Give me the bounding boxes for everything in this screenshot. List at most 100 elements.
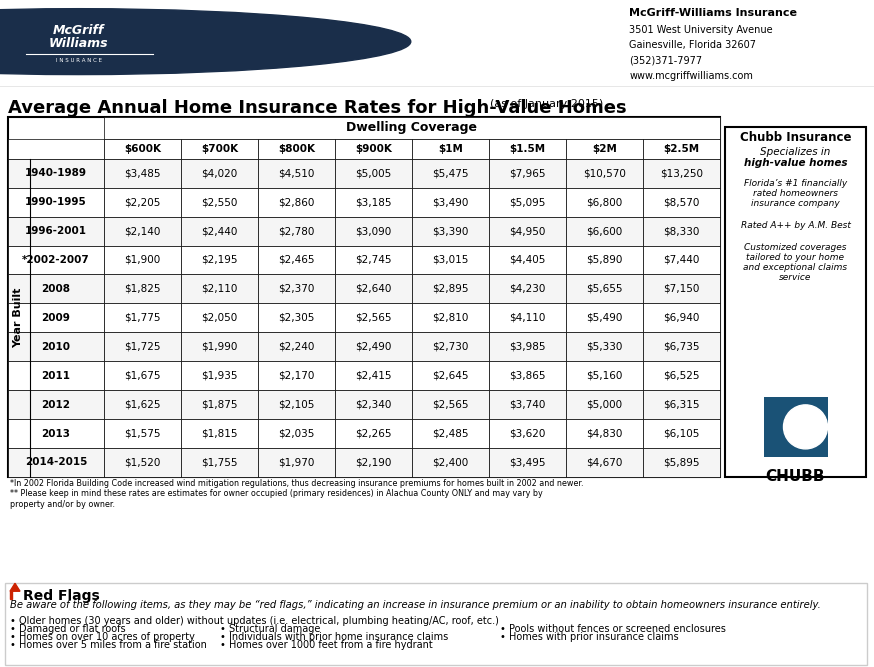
- Text: $4,510: $4,510: [278, 168, 315, 178]
- FancyBboxPatch shape: [643, 448, 720, 477]
- Text: $2,485: $2,485: [433, 428, 468, 438]
- FancyBboxPatch shape: [104, 274, 181, 303]
- FancyBboxPatch shape: [181, 274, 258, 303]
- FancyBboxPatch shape: [258, 217, 335, 245]
- Text: Red Flags: Red Flags: [23, 589, 100, 603]
- FancyBboxPatch shape: [489, 390, 566, 419]
- Text: $2,340: $2,340: [356, 400, 392, 410]
- Text: $6,525: $6,525: [663, 371, 700, 381]
- Text: Williams: Williams: [49, 37, 108, 50]
- Text: $2,110: $2,110: [201, 284, 238, 294]
- Text: Specializes in: Specializes in: [760, 147, 830, 157]
- Text: $7,965: $7,965: [510, 168, 545, 178]
- FancyBboxPatch shape: [181, 303, 258, 332]
- FancyBboxPatch shape: [566, 448, 643, 477]
- Text: $2,305: $2,305: [278, 313, 315, 323]
- FancyBboxPatch shape: [104, 362, 181, 390]
- FancyBboxPatch shape: [335, 448, 412, 477]
- Text: $1,900: $1,900: [124, 255, 161, 265]
- Text: $5,655: $5,655: [586, 284, 623, 294]
- Text: 2013: 2013: [41, 428, 71, 438]
- Text: • Individuals with prior home insurance claims: • Individuals with prior home insurance …: [220, 632, 448, 642]
- FancyBboxPatch shape: [566, 217, 643, 245]
- Text: $13,250: $13,250: [660, 168, 703, 178]
- FancyBboxPatch shape: [8, 245, 104, 274]
- FancyBboxPatch shape: [8, 159, 104, 187]
- Text: $5,490: $5,490: [586, 313, 622, 323]
- Text: Gainesville, Florida 32607: Gainesville, Florida 32607: [629, 40, 756, 50]
- Text: $5,890: $5,890: [586, 255, 622, 265]
- FancyBboxPatch shape: [258, 139, 335, 159]
- Text: $2,780: $2,780: [278, 226, 315, 236]
- FancyBboxPatch shape: [181, 245, 258, 274]
- Text: $2,465: $2,465: [278, 255, 315, 265]
- FancyBboxPatch shape: [8, 303, 104, 332]
- Text: • Homes on over 10 acres of property: • Homes on over 10 acres of property: [10, 632, 195, 642]
- Text: $2,240: $2,240: [278, 342, 315, 352]
- FancyBboxPatch shape: [412, 245, 489, 274]
- FancyBboxPatch shape: [643, 419, 720, 448]
- Text: $6,315: $6,315: [663, 400, 700, 410]
- Text: • Damaged or flat roofs: • Damaged or flat roofs: [10, 624, 126, 634]
- FancyBboxPatch shape: [566, 303, 643, 332]
- FancyBboxPatch shape: [566, 187, 643, 217]
- FancyBboxPatch shape: [335, 245, 412, 274]
- Text: 2010: 2010: [41, 342, 71, 352]
- Text: $2,415: $2,415: [355, 371, 392, 381]
- Polygon shape: [10, 583, 20, 591]
- Text: $3,865: $3,865: [510, 371, 545, 381]
- FancyBboxPatch shape: [8, 362, 104, 390]
- Text: $1,990: $1,990: [201, 342, 238, 352]
- Text: 2008: 2008: [41, 284, 71, 294]
- FancyBboxPatch shape: [335, 303, 412, 332]
- FancyBboxPatch shape: [489, 303, 566, 332]
- FancyBboxPatch shape: [181, 217, 258, 245]
- FancyBboxPatch shape: [725, 127, 866, 477]
- Text: McGriff-Williams Insurance: McGriff-Williams Insurance: [629, 8, 797, 18]
- FancyBboxPatch shape: [258, 159, 335, 187]
- FancyBboxPatch shape: [643, 245, 720, 274]
- Text: • Older homes (30 years and older) without updates (i.e. electrical, plumbing he: • Older homes (30 years and older) witho…: [10, 616, 499, 626]
- Text: $2,440: $2,440: [201, 226, 238, 236]
- Text: $2,190: $2,190: [356, 458, 392, 468]
- Text: $6,800: $6,800: [586, 197, 622, 207]
- FancyBboxPatch shape: [566, 362, 643, 390]
- Text: high-value homes: high-value homes: [744, 158, 847, 167]
- FancyBboxPatch shape: [181, 362, 258, 390]
- FancyBboxPatch shape: [104, 390, 181, 419]
- Text: $2,860: $2,860: [278, 197, 315, 207]
- Text: $2,170: $2,170: [278, 371, 315, 381]
- Text: $2,370: $2,370: [278, 284, 315, 294]
- FancyBboxPatch shape: [104, 245, 181, 274]
- FancyBboxPatch shape: [181, 390, 258, 419]
- FancyBboxPatch shape: [8, 419, 104, 448]
- Text: $5,160: $5,160: [586, 371, 622, 381]
- FancyBboxPatch shape: [181, 419, 258, 448]
- Text: $4,670: $4,670: [586, 458, 622, 468]
- Text: $3,185: $3,185: [355, 197, 392, 207]
- Text: $2,140: $2,140: [124, 226, 161, 236]
- FancyBboxPatch shape: [412, 303, 489, 332]
- FancyBboxPatch shape: [412, 390, 489, 419]
- FancyBboxPatch shape: [643, 274, 720, 303]
- Text: $1,520: $1,520: [124, 458, 161, 468]
- Text: $8,330: $8,330: [663, 226, 700, 236]
- Text: service: service: [780, 273, 812, 281]
- Text: $6,600: $6,600: [586, 226, 622, 236]
- FancyBboxPatch shape: [412, 332, 489, 362]
- Text: $1,825: $1,825: [124, 284, 161, 294]
- Text: Rated A++ by A.M. Best: Rated A++ by A.M. Best: [740, 221, 850, 229]
- FancyBboxPatch shape: [489, 448, 566, 477]
- Text: $2,810: $2,810: [433, 313, 468, 323]
- FancyBboxPatch shape: [489, 274, 566, 303]
- FancyBboxPatch shape: [489, 217, 566, 245]
- Text: 2011: 2011: [41, 371, 71, 381]
- FancyBboxPatch shape: [643, 362, 720, 390]
- Circle shape: [0, 9, 411, 75]
- Text: $4,405: $4,405: [510, 255, 545, 265]
- FancyBboxPatch shape: [8, 187, 104, 217]
- Text: McGriff: McGriff: [53, 24, 104, 37]
- Text: $1,815: $1,815: [201, 428, 238, 438]
- Text: $2,400: $2,400: [433, 458, 468, 468]
- Text: $600K: $600K: [124, 144, 161, 153]
